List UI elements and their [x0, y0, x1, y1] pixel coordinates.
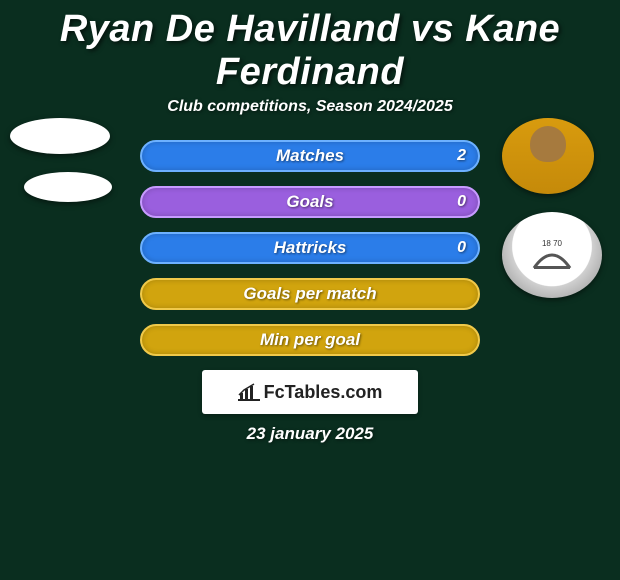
right-avatar-crest: 18 70 — [502, 212, 602, 298]
chart-icon — [238, 383, 260, 401]
bar-goals-per-match: Goals per match — [140, 278, 480, 310]
crest-bridge-icon — [532, 248, 572, 270]
right-avatars: 18 70 — [502, 118, 602, 316]
bar-value-hattricks: 0 — [457, 239, 466, 257]
bar-hattricks: Hattricks 0 — [140, 232, 480, 264]
bar-goals: Goals 0 — [140, 186, 480, 218]
right-avatar-player — [502, 118, 594, 194]
logo-text: FcTables.com — [238, 382, 383, 403]
crest-years: 18 70 — [542, 240, 562, 249]
bar-value-matches: 2 — [457, 147, 466, 165]
bar-label-mpg: Min per goal — [260, 330, 360, 350]
comparison-bars: Matches 2 Goals 0 Hattricks 0 Goals per … — [140, 134, 480, 356]
bar-label-hattricks: Hattricks — [274, 238, 347, 258]
bar-label-matches: Matches — [276, 146, 344, 166]
bar-value-goals: 0 — [457, 193, 466, 211]
bar-label-goals: Goals — [286, 192, 333, 212]
bar-matches: Matches 2 — [140, 140, 480, 172]
left-avatar-1 — [10, 118, 110, 154]
bar-label-gpm: Goals per match — [243, 284, 376, 304]
date-label: 23 january 2025 — [0, 424, 620, 444]
logo-label: FcTables.com — [264, 382, 383, 403]
left-avatars — [10, 118, 112, 220]
page-title: Ryan De Havilland vs Kane Ferdinand — [0, 0, 620, 98]
left-avatar-2 — [24, 172, 112, 202]
logo-box: FcTables.com — [202, 370, 418, 414]
bar-min-per-goal: Min per goal — [140, 324, 480, 356]
